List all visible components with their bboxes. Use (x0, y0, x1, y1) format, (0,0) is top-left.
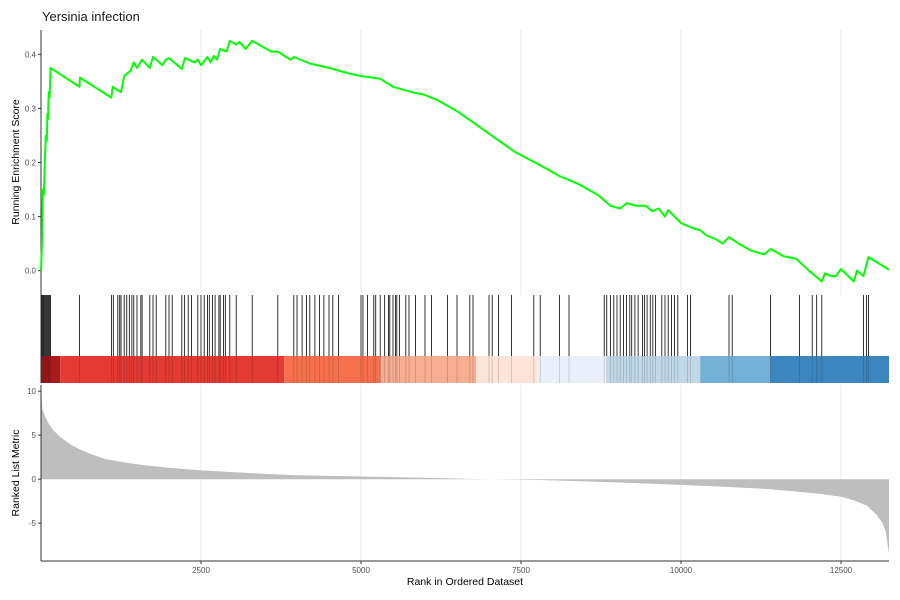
colorbar-segment (380, 356, 477, 383)
chart-title: Yersinia infection (42, 9, 140, 24)
x-tick-label: 5000 (352, 566, 370, 575)
colorbar-segment (60, 356, 285, 383)
enrichment-score-line (40, 39, 890, 283)
es-y-tick-label: 0.1 (25, 213, 37, 222)
es-y-tick-label: 0.2 (25, 159, 37, 168)
rank-y-axis-ticks: 10 5 0 -5 (27, 387, 41, 528)
x-tick-label: 7500 (512, 566, 530, 575)
x-tick-label: 12500 (830, 566, 853, 575)
es-y-axis-ticks: 0.0 0.1 0.2 0.3 0.4 (25, 50, 41, 276)
colorbar-segment (41, 356, 61, 383)
es-y-tick-label: 0.0 (25, 267, 37, 276)
es-y-tick-label: 0.4 (25, 50, 37, 59)
rank-x-axis-ticks: 2500 5000 7500 10000 12500 (192, 561, 853, 575)
colorbar-segment (770, 356, 889, 383)
rank-y-tick-label: 5 (32, 431, 37, 440)
es-y-tick-label: 0.3 (25, 104, 37, 113)
colorbar-segment (284, 356, 381, 383)
colorbar-segment (700, 356, 771, 383)
es-y-axis-title: Running Enrichment Score (10, 99, 22, 225)
x-tick-label: 2500 (192, 566, 210, 575)
x-axis-title: Rank in Ordered Dataset (407, 576, 523, 588)
enrichment-score-panel: 0.0 0.1 0.2 0.3 0.4 Running Enrichment Score (10, 30, 890, 295)
colorbar-segment (537, 356, 608, 383)
rank-gridlines (200, 385, 842, 561)
rank-y-tick-label: -5 (29, 519, 37, 528)
colorbar-segment (607, 356, 701, 383)
x-tick-label: 10000 (670, 566, 693, 575)
gene-hits-panel (40, 295, 889, 383)
ranked-metric-panel: 10 5 0 -5 2500 5000 7500 10000 12500 Ranked Lis… (10, 385, 889, 588)
rank-colorbar (41, 356, 889, 383)
rank-y-tick-label: 0 (32, 475, 37, 484)
rank-y-axis-title: Ranked List Metric (10, 430, 22, 517)
es-gridlines (200, 30, 842, 295)
colorbar-segment (476, 356, 537, 383)
rank-y-tick-label: 10 (27, 387, 36, 396)
ranked-metric-area (41, 388, 889, 554)
